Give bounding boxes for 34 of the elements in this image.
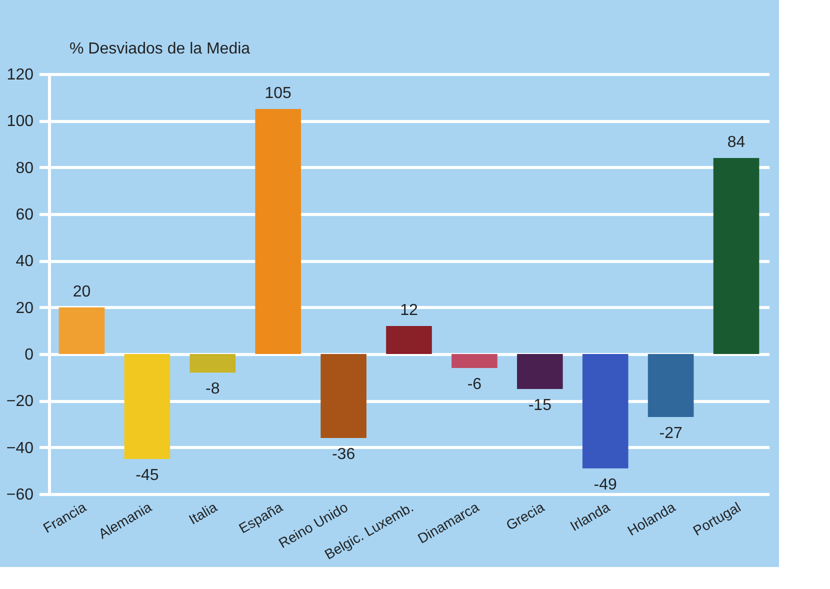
y-tick-label: −60 [6,486,34,504]
y-tick-label: 60 [16,206,34,224]
data-label: 105 [264,85,292,102]
bar [517,354,563,389]
data-label: -45 [136,467,159,484]
y-axis-title: % Desviados de la Media [70,40,250,58]
y-tick-label: 20 [16,300,34,317]
data-label: -36 [332,446,356,463]
y-tick-label: −40 [6,440,34,457]
bar [386,326,432,354]
data-label: -27 [659,425,682,442]
y-tick-label: 40 [16,253,34,270]
x-tick-label: Italia [186,498,220,528]
bar [190,354,236,373]
y-tick-label: 0 [24,346,34,364]
y-tick-label: −20 [6,393,34,410]
bar [582,354,628,468]
data-label: -49 [594,476,618,494]
bar [713,158,760,354]
bar [648,354,694,417]
bar [58,307,105,354]
data-label: 12 [400,302,418,319]
y-tick-label: 120 [6,66,34,84]
y-tick-label: 80 [16,160,34,177]
data-label: -6 [467,376,482,393]
data-label: -8 [206,380,220,398]
data-label: 84 [727,134,746,151]
data-label: -15 [528,397,552,414]
bar [452,354,498,368]
y-tick-label: 100 [6,113,34,130]
bar [320,354,366,438]
bar [255,109,301,354]
bar [124,354,170,459]
data-label: 20 [72,283,91,300]
